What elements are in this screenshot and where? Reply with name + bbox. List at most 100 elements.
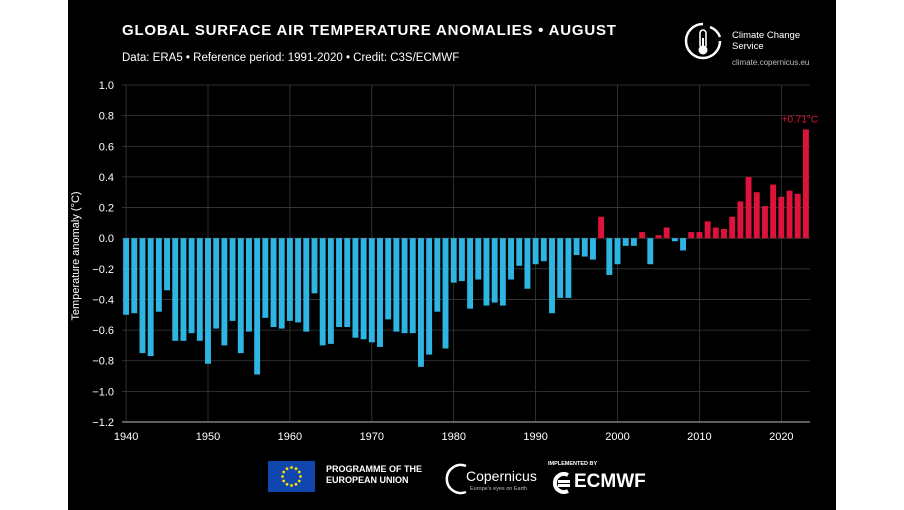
bar-1967	[344, 238, 351, 328]
bar-1943	[147, 238, 154, 357]
eu-star	[282, 479, 286, 483]
bar-1949	[196, 238, 203, 341]
bar-2021	[786, 190, 793, 239]
y-tick-label: −0.2	[92, 264, 114, 276]
bar-1977	[426, 238, 433, 355]
copernicus-tagline: Europe's eyes on Earth	[470, 486, 528, 492]
ecmwf-implemented-label: IMPLEMENTED BY	[548, 461, 598, 467]
bar-2004	[647, 238, 654, 265]
bar-1942	[139, 238, 146, 354]
y-tick-label: −1.0	[92, 386, 114, 398]
x-tick-label: 1940	[114, 431, 138, 443]
bar-1959	[278, 238, 285, 329]
y-tick-label: −0.4	[92, 294, 114, 306]
ticks-layer: 1.0 0.8 0.6 0.4 0.2 0.0 −0.2 −0.4 −0.6 −0.8 −1.0 −1…	[92, 80, 793, 443]
bar-1992	[549, 238, 555, 314]
bar-2013	[721, 228, 727, 239]
bar-1998	[598, 216, 605, 239]
bar-1997	[590, 238, 596, 260]
copernicus-name: Copernicus	[466, 468, 537, 484]
bar-1991	[540, 238, 547, 262]
bar-2007	[671, 238, 678, 242]
bar-1958	[270, 238, 277, 328]
bar-1988	[516, 238, 523, 266]
bar-1994	[565, 238, 572, 298]
x-tick-label: 1960	[278, 431, 302, 443]
eu-star	[297, 470, 301, 474]
ecmwf-mark-icon	[552, 472, 570, 494]
bar-2023	[802, 129, 809, 239]
bar-1968	[352, 238, 359, 338]
y-tick-label: 0.6	[99, 141, 114, 153]
eu-star	[297, 479, 301, 483]
bar-1974	[401, 238, 408, 334]
eu-star	[290, 466, 293, 469]
bar-2012	[712, 227, 719, 239]
bar-1945	[164, 238, 170, 291]
bar-2000	[614, 238, 621, 265]
bar-1963	[311, 238, 318, 294]
bar-1993	[557, 238, 564, 298]
bar-1941	[131, 238, 138, 314]
bar-1980	[450, 238, 457, 283]
chart-subtitle: Data: ERA5 • Reference period: 1991-2020…	[122, 52, 460, 64]
y-tick-label: 0.2	[99, 203, 114, 215]
y-tick-label: 0.0	[99, 233, 114, 245]
copernicus-arc-icon	[445, 463, 467, 495]
x-tick-label: 1980	[441, 431, 465, 443]
y-axis-label: Temperature anomaly (°C)	[70, 191, 82, 320]
bar-2022	[794, 193, 801, 239]
bar-1996	[581, 238, 588, 257]
bars-layer	[123, 129, 809, 375]
bar-1952	[221, 238, 228, 346]
bar-1986	[499, 238, 506, 306]
bar-2016	[745, 176, 752, 239]
bar-1983	[475, 238, 482, 280]
x-tick-label: 1970	[360, 431, 384, 443]
bar-1979	[442, 238, 449, 349]
bar-1969	[360, 238, 367, 340]
y-tick-label: −0.8	[92, 356, 114, 368]
bar-1956	[254, 238, 261, 375]
bar-2017	[753, 192, 760, 239]
bar-2010	[696, 232, 703, 239]
y-tick-label: −0.6	[92, 325, 114, 337]
bar-1944	[155, 238, 162, 312]
bar-1972	[385, 238, 392, 320]
eu-star	[294, 482, 298, 486]
bar-1966	[336, 238, 342, 328]
bar-1954	[237, 238, 244, 354]
bar-2001	[622, 238, 629, 246]
climate-change-service-logo: Climate Change Service climate.copernicu…	[680, 14, 830, 74]
bar-1961	[295, 238, 302, 323]
bar-2011	[704, 221, 711, 239]
bar-1971	[377, 238, 383, 347]
bar-2002	[630, 238, 637, 246]
x-tick-label: 2000	[605, 431, 629, 443]
thermometer-globe-icon	[684, 22, 722, 60]
eu-star	[281, 475, 284, 478]
bar-2020	[778, 196, 785, 239]
bar-1995	[573, 238, 580, 256]
bar-1948	[188, 238, 195, 334]
ecmwf-logo: IMPLEMENTED BY ECMWF	[548, 457, 668, 497]
bar-1960	[286, 238, 293, 321]
bar-1951	[213, 238, 220, 329]
bar-2015	[737, 201, 744, 239]
bar-1964	[319, 238, 326, 346]
bar-2019	[770, 184, 777, 239]
grid-layer	[122, 84, 810, 423]
bar-2003	[639, 232, 646, 239]
bar-1990	[532, 238, 539, 265]
latest-anomaly-annotation: +0.71°C	[782, 114, 819, 125]
eu-flag-icon	[268, 461, 315, 492]
bar-1999	[606, 238, 613, 275]
bar-1976	[418, 238, 424, 367]
eu-star	[285, 467, 289, 471]
bar-2009	[688, 232, 695, 239]
bar-2008	[680, 238, 686, 251]
bar-1989	[524, 238, 531, 289]
copernicus-logo: Copernicus Europe's eyes on Earth	[444, 459, 544, 497]
bar-1940	[123, 238, 130, 315]
bar-1950	[205, 238, 211, 364]
